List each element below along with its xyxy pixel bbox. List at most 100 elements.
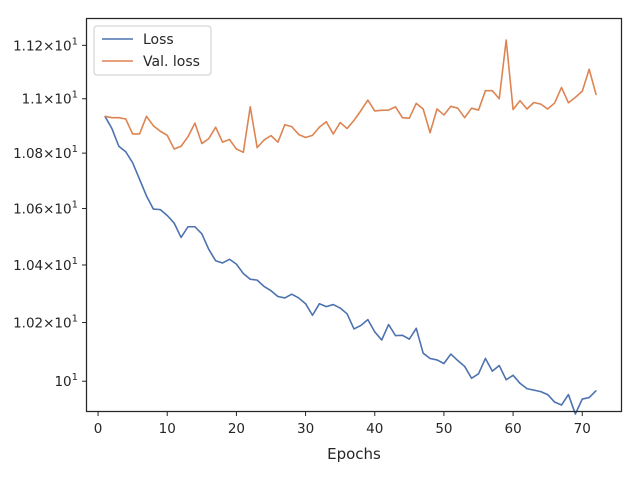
data-point-loss <box>498 364 500 367</box>
data-point-val-loss <box>574 96 576 98</box>
data-point-val-loss <box>221 141 224 143</box>
data-point-loss <box>353 328 355 330</box>
data-point-loss <box>235 263 238 265</box>
data-point-loss <box>512 374 514 376</box>
data-point-loss <box>422 352 424 354</box>
data-point-loss <box>304 303 307 305</box>
data-point-loss <box>173 222 175 224</box>
data-point-loss <box>166 214 168 217</box>
data-point-loss <box>339 307 341 309</box>
data-point-val-loss <box>111 117 113 119</box>
data-point-loss <box>291 293 293 295</box>
data-point-loss <box>242 272 244 275</box>
data-point-loss <box>256 279 258 281</box>
x-tick-label: 60 <box>504 421 521 437</box>
data-point-loss <box>145 195 148 197</box>
data-point-loss <box>401 334 404 336</box>
data-point-val-loss <box>477 109 480 111</box>
data-point-val-loss <box>180 145 182 147</box>
data-point-val-loss <box>387 109 390 111</box>
data-point-loss <box>346 313 348 315</box>
data-point-loss <box>159 209 161 211</box>
data-point-val-loss <box>360 110 362 112</box>
data-point-loss <box>228 258 231 260</box>
data-point-loss <box>194 226 196 228</box>
data-point-val-loss <box>422 108 424 110</box>
data-point-val-loss <box>547 108 549 110</box>
x-tick-label: 40 <box>366 421 383 437</box>
data-point-loss <box>381 339 383 341</box>
data-point-loss <box>270 290 272 292</box>
data-point-val-loss <box>394 106 397 108</box>
data-point-val-loss <box>215 126 217 128</box>
data-point-val-loss <box>118 117 120 119</box>
data-point-loss <box>284 297 286 299</box>
data-point-val-loss <box>152 125 154 127</box>
data-point-val-loss <box>263 139 265 141</box>
plot-frame <box>85 17 623 413</box>
data-point-val-loss <box>318 126 321 128</box>
data-point-loss <box>325 305 327 308</box>
data-point-val-loss <box>353 119 355 121</box>
data-point-loss <box>374 331 376 333</box>
data-point-loss <box>533 389 535 391</box>
y-axis-ticks: 101 1.02×101 1.04×101 1.06×101 1.08×101 1.1×1… <box>13 36 87 390</box>
data-point-loss <box>221 262 224 264</box>
data-point-val-loss <box>291 126 293 128</box>
data-point-loss <box>574 413 576 415</box>
data-point-val-loss <box>249 106 251 108</box>
data-point-loss <box>152 208 154 210</box>
data-point-val-loss <box>201 142 203 145</box>
data-point-loss <box>436 359 438 361</box>
data-point-loss <box>187 226 189 228</box>
y-tick-label: 1.02×101 <box>13 314 78 332</box>
data-point-val-loss <box>581 90 583 92</box>
data-point-val-loss <box>104 115 106 117</box>
data-point-loss <box>450 353 452 355</box>
data-point-val-loss <box>401 117 404 119</box>
data-point-val-loss <box>443 114 445 116</box>
data-point-val-loss <box>166 134 168 136</box>
data-point-loss <box>443 362 445 365</box>
data-point-val-loss <box>519 100 521 102</box>
data-point-loss <box>277 295 279 298</box>
data-point-val-loss <box>367 99 369 101</box>
data-point-loss <box>201 233 203 235</box>
data-point-val-loss <box>408 117 410 119</box>
data-point-val-loss <box>588 68 590 70</box>
data-point-loss <box>311 314 314 316</box>
data-point-val-loss <box>512 108 514 111</box>
x-tick-label: 70 <box>574 421 591 437</box>
data-point-loss <box>491 370 493 372</box>
data-point-val-loss <box>270 135 272 137</box>
data-point-val-loss <box>277 141 279 143</box>
data-point-loss <box>394 335 397 337</box>
data-point-val-loss <box>284 124 286 126</box>
data-point-loss <box>477 373 480 375</box>
data-point-val-loss <box>457 107 459 109</box>
y-tick-label: 1.1×101 <box>22 90 78 108</box>
data-point-loss <box>332 303 334 306</box>
data-point-loss <box>464 365 466 368</box>
data-point-loss <box>540 391 542 393</box>
data-point-val-loss <box>374 110 376 112</box>
data-point-loss <box>415 327 417 329</box>
data-point-loss <box>408 338 410 340</box>
data-point-val-loss <box>560 86 563 89</box>
data-point-val-loss <box>436 108 438 110</box>
data-point-loss <box>547 393 549 396</box>
data-point-loss <box>111 127 113 130</box>
data-point-val-loss <box>498 98 500 100</box>
data-point-loss <box>567 393 570 396</box>
x-axis-ticks: 0 10 20 30 40 50 60 70 <box>94 411 591 437</box>
x-tick-label: 30 <box>297 421 314 437</box>
data-point-loss <box>387 323 390 326</box>
x-tick-label: 20 <box>228 421 245 437</box>
data-point-loss <box>484 357 487 360</box>
data-point-loss <box>360 324 362 327</box>
y-tick-label: 1.04×101 <box>13 256 78 274</box>
data-point-loss <box>263 285 265 288</box>
data-point-loss <box>457 359 459 362</box>
data-point-val-loss <box>145 115 148 117</box>
